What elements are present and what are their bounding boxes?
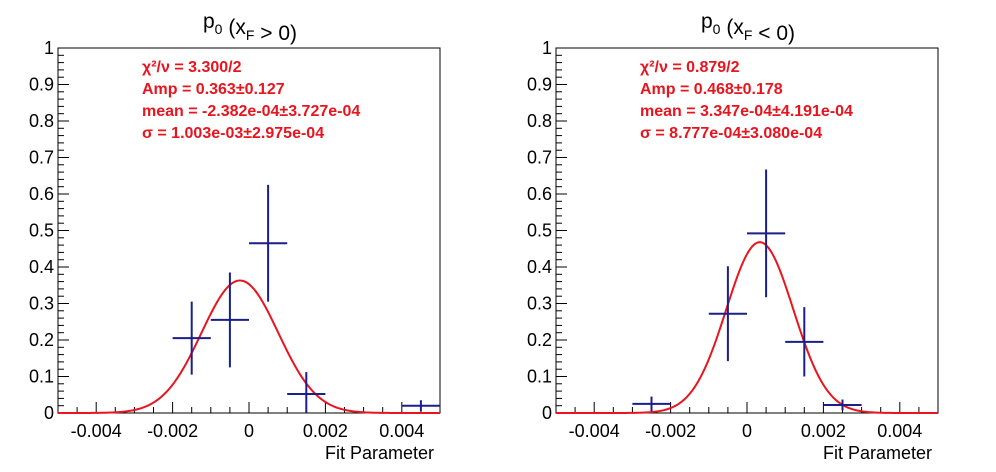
y-tick-label: 0 [542, 403, 552, 423]
y-tick-label: 0.5 [29, 221, 54, 241]
y-tick-label: 0.6 [527, 184, 552, 204]
fit-curve [58, 279, 440, 414]
y-tick-label: 0.3 [527, 294, 552, 314]
data-point [249, 184, 288, 302]
fit-stat-line: mean = 3.347e-04±4.191e-04 [640, 103, 853, 120]
chart-panel-2: 0 0.1 0.2 0.3 0.4 0.5 0.6 0.7 0.8 0.9 1 -0.004 -0.00… [527, 38, 939, 463]
data-point [210, 272, 249, 368]
x-tick-label: 0.002 [801, 421, 846, 441]
data-point [172, 301, 211, 375]
fit-stat-line: χ²/ν = 3.300/2 [142, 59, 242, 76]
x-tick-label: 0 [244, 421, 254, 441]
y-tick-label: 0.8 [527, 111, 552, 131]
panel-title: p0 (xF > 0) [203, 10, 297, 45]
y-tick-label: 0.9 [29, 75, 54, 95]
y-tick-label: 0.9 [527, 75, 552, 95]
panel-title: p0 (xF < 0) [701, 10, 795, 45]
x-axis-title: Fit Parameter [823, 443, 932, 463]
y-tick-label: 0.6 [29, 184, 54, 204]
data-point [747, 169, 786, 298]
y-tick-label: 0.4 [29, 257, 54, 277]
data-point [401, 400, 440, 412]
y-tick-label: 0.1 [29, 367, 54, 387]
x-tick-label: 0.002 [303, 421, 348, 441]
x-tick-label: 0.004 [877, 421, 922, 441]
fit-curve [556, 241, 938, 414]
y-tick-label: 1 [542, 38, 552, 58]
fit-stat-line: Amp = 0.468±0.178 [640, 81, 783, 98]
y-tick-label: 0.2 [527, 330, 552, 350]
fit-stat-line: mean = -2.382e-04±3.727e-04 [142, 103, 360, 120]
y-tick-label: 0.5 [527, 221, 552, 241]
data-point [823, 399, 862, 411]
x-tick-label: -0.002 [645, 421, 696, 441]
y-tick-label: 0.7 [29, 148, 54, 168]
fit-stat-line: σ = 8.777e-04±3.080e-04 [640, 125, 822, 142]
x-tick-label: 0 [742, 421, 752, 441]
x-tick-label: -0.004 [71, 421, 122, 441]
data-point [708, 266, 747, 362]
fit-stat-line: χ²/ν = 0.879/2 [640, 59, 740, 76]
y-tick-label: 0.1 [527, 367, 552, 387]
y-tick-label: 0 [44, 403, 54, 423]
x-tick-label: -0.002 [147, 421, 198, 441]
y-tick-label: 1 [44, 38, 54, 58]
y-tick-label: 0.4 [527, 257, 552, 277]
y-tick-label: 0.2 [29, 330, 54, 350]
data-point [287, 372, 326, 413]
y-tick-label: 0.3 [29, 294, 54, 314]
fit-stat-line: σ = 1.003e-03±2.975e-04 [142, 125, 324, 142]
x-axis-title: Fit Parameter [325, 443, 434, 463]
chart-panel-1: 0 0.1 0.2 0.3 0.4 0.5 0.6 0.7 0.8 0.9 1 -0.004 -0.00… [29, 38, 441, 463]
x-tick-label: 0.004 [379, 421, 424, 441]
data-point [632, 396, 671, 412]
y-tick-label: 0.8 [29, 111, 54, 131]
data-point [785, 307, 824, 377]
y-tick-label: 0.7 [527, 148, 552, 168]
x-tick-label: -0.004 [569, 421, 620, 441]
fit-stat-line: Amp = 0.363±0.127 [142, 81, 285, 98]
